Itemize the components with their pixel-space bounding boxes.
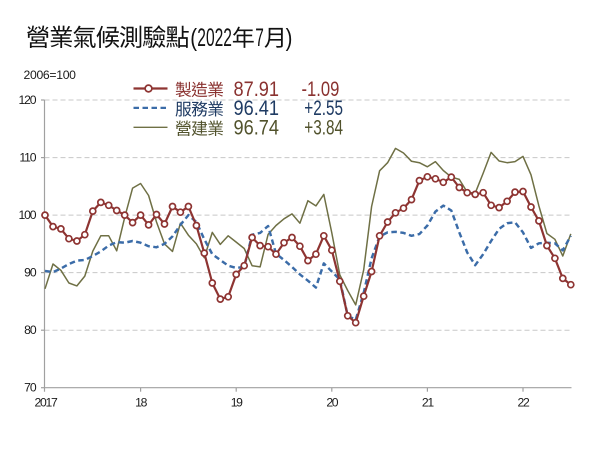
svg-text:120: 120 bbox=[18, 93, 36, 107]
svg-text:18: 18 bbox=[135, 396, 147, 410]
svg-text:-1.09: -1.09 bbox=[302, 78, 340, 101]
svg-text:70: 70 bbox=[24, 381, 37, 395]
svg-text:80: 80 bbox=[24, 323, 37, 337]
svg-text:20: 20 bbox=[326, 396, 338, 410]
svg-text:22: 22 bbox=[518, 396, 530, 410]
svg-text:): ) bbox=[286, 24, 293, 52]
svg-text:87.91: 87.91 bbox=[234, 78, 280, 101]
svg-text:90: 90 bbox=[24, 266, 37, 280]
svg-text:2022: 2022 bbox=[197, 24, 232, 52]
svg-text:(: ( bbox=[190, 24, 197, 52]
svg-text:+3.84: +3.84 bbox=[304, 117, 343, 140]
svg-text:2006=100: 2006=100 bbox=[24, 68, 77, 82]
svg-text:+2.55: +2.55 bbox=[304, 97, 343, 120]
svg-text:96.74: 96.74 bbox=[234, 117, 280, 140]
svg-text:110: 110 bbox=[19, 151, 36, 165]
svg-text:2017: 2017 bbox=[35, 396, 58, 410]
svg-text:19: 19 bbox=[231, 396, 243, 410]
svg-text:7: 7 bbox=[255, 24, 264, 52]
svg-text:21: 21 bbox=[422, 396, 434, 410]
svg-text:100: 100 bbox=[18, 208, 36, 222]
svg-text:96.41: 96.41 bbox=[234, 97, 280, 120]
